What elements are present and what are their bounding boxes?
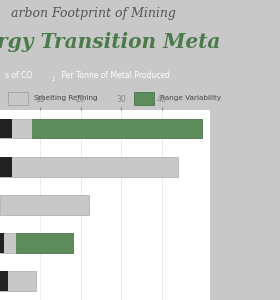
Text: s of CO: s of CO bbox=[6, 71, 33, 80]
Text: Smelting Refining: Smelting Refining bbox=[34, 95, 97, 101]
Text: Per Tonne of Metal Produced: Per Tonne of Metal Produced bbox=[59, 71, 170, 80]
Bar bbox=[0, 157, 178, 177]
Text: Range Variability: Range Variability bbox=[160, 95, 221, 101]
Bar bbox=[0, 271, 8, 291]
Bar bbox=[0, 157, 12, 177]
Bar bbox=[0, 233, 4, 253]
Bar bbox=[134, 92, 154, 105]
Text: rgy Transition Meta: rgy Transition Meta bbox=[0, 32, 221, 52]
Text: 2: 2 bbox=[52, 77, 55, 82]
Bar bbox=[0, 118, 202, 139]
Text: arbon Footprint of Mining: arbon Footprint of Mining bbox=[11, 8, 176, 20]
Bar bbox=[0, 233, 73, 253]
Bar bbox=[0, 271, 36, 291]
Bar bbox=[32, 118, 202, 139]
Bar bbox=[8, 92, 28, 105]
Bar bbox=[16, 233, 73, 253]
Bar bbox=[0, 195, 89, 215]
Bar bbox=[0, 118, 12, 139]
